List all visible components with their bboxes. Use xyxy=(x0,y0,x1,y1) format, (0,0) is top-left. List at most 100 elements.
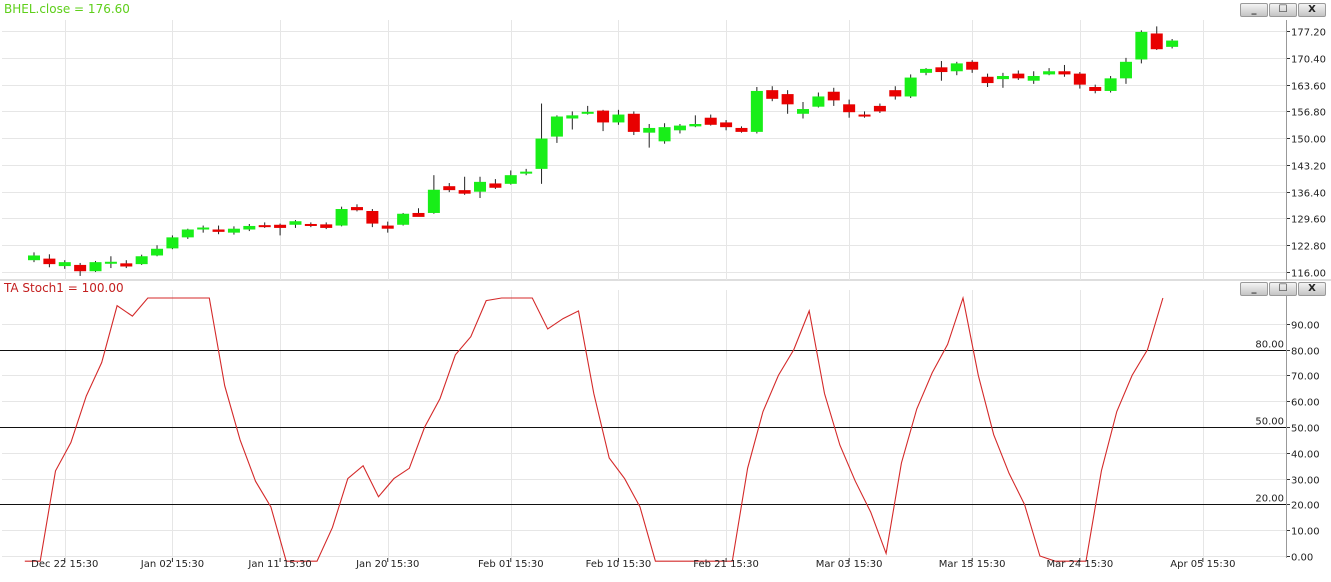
candle xyxy=(1012,70,1025,80)
candle-body xyxy=(212,229,225,232)
stoch-ytick-label: 0.00 xyxy=(1291,553,1313,564)
candle xyxy=(43,254,56,268)
candle-body xyxy=(104,261,117,264)
candle-body xyxy=(258,225,271,228)
candle-body xyxy=(1043,71,1056,75)
candle-body xyxy=(350,207,363,211)
candle xyxy=(735,126,748,133)
candle xyxy=(1073,72,1086,89)
candle xyxy=(1166,38,1179,49)
candle-body xyxy=(135,256,148,265)
candle xyxy=(474,176,487,199)
price-pane-minimize-button[interactable]: _ xyxy=(1240,3,1268,17)
price-ytick-label: 143.20 xyxy=(1291,162,1326,173)
stoch-pane-minimize-button[interactable]: _ xyxy=(1240,282,1268,296)
stoch-ytick-label: 10.00 xyxy=(1291,527,1320,538)
candle xyxy=(981,73,994,88)
stoch-ytick-label: 20.00 xyxy=(1291,501,1320,512)
candle xyxy=(689,115,702,128)
candle-body xyxy=(1027,75,1040,81)
candle-body xyxy=(612,114,625,123)
candle-body xyxy=(43,258,56,265)
price-pane-window-buttons: _ ☐ X xyxy=(1240,3,1326,17)
stoch-line xyxy=(24,295,1164,562)
candle xyxy=(781,90,794,114)
candle-body xyxy=(1104,78,1117,91)
candle xyxy=(104,256,117,269)
candle-body xyxy=(920,68,933,73)
candle-body xyxy=(643,127,656,133)
price-pane-restore-button[interactable]: ☐ xyxy=(1269,3,1297,17)
candle xyxy=(181,228,194,239)
price-pane-close-button[interactable]: X xyxy=(1298,3,1326,17)
stoch-level-label: 20.00 xyxy=(1255,494,1284,505)
price-ytick-label: 122.80 xyxy=(1291,242,1326,253)
candle xyxy=(889,86,902,100)
stoch-ytick-label: 60.00 xyxy=(1291,398,1320,409)
candle-body xyxy=(474,181,487,192)
candle-body xyxy=(443,186,456,191)
candle xyxy=(1119,57,1132,84)
candle xyxy=(627,111,640,136)
candle xyxy=(335,206,348,227)
candle xyxy=(1027,71,1040,84)
x-tick-label: Jan 11 15:30 xyxy=(247,559,311,570)
candle xyxy=(489,179,502,189)
candle-body xyxy=(673,125,686,131)
x-tick-label: Apr 05 15:30 xyxy=(1170,559,1235,570)
price-ytick-label: 170.40 xyxy=(1291,55,1326,66)
candle-body xyxy=(889,90,902,97)
candle-body xyxy=(520,171,533,174)
candle-body xyxy=(412,212,425,217)
candle-body xyxy=(581,111,594,114)
candle-body xyxy=(58,262,71,267)
candle-body xyxy=(950,63,963,72)
candle xyxy=(873,103,886,113)
candle-body xyxy=(781,94,794,105)
candle-body xyxy=(996,75,1009,80)
stoch-level-label: 80.00 xyxy=(1255,340,1284,351)
stoch-pane-restore-button[interactable]: ☐ xyxy=(1269,282,1297,296)
price-ytick-label: 156.80 xyxy=(1291,108,1326,119)
candle-body xyxy=(966,61,979,70)
candle xyxy=(381,221,394,233)
candle xyxy=(58,260,71,269)
stoch-level-label: 50.00 xyxy=(1255,417,1284,428)
price-ytick-label: 177.20 xyxy=(1291,28,1326,39)
candle-body xyxy=(74,264,87,272)
candle xyxy=(935,61,948,81)
price-ytick-label: 150.00 xyxy=(1291,135,1326,146)
stoch-pane-close-button[interactable]: X xyxy=(1298,282,1326,296)
candle-body xyxy=(704,117,717,125)
candle-body xyxy=(1150,33,1163,50)
candle xyxy=(197,225,210,233)
candle xyxy=(1104,75,1117,93)
candle xyxy=(166,235,179,250)
candle xyxy=(243,223,256,232)
candle xyxy=(427,175,440,214)
candle xyxy=(212,225,225,235)
price-pane-title: BHEL.close = 176.60 xyxy=(4,2,130,16)
candle xyxy=(412,208,425,217)
candle-body xyxy=(873,105,886,112)
candle xyxy=(658,123,671,144)
candle-body xyxy=(812,96,825,107)
x-tick-label: Mar 15 15:30 xyxy=(939,559,1006,570)
candle xyxy=(966,60,979,73)
stoch-pane-title: TA Stoch1 = 100.00 xyxy=(4,281,124,295)
candle xyxy=(597,109,610,132)
candle-body xyxy=(381,225,394,229)
stoch-ytick-label: 30.00 xyxy=(1291,476,1320,487)
x-tick-label: Jan 20 15:30 xyxy=(355,559,419,570)
candle xyxy=(566,111,579,130)
candle-body xyxy=(827,91,840,101)
candle-body xyxy=(766,90,779,99)
candle-body xyxy=(735,127,748,132)
stoch-ytick-label: 90.00 xyxy=(1291,321,1320,332)
stoch-ytick-label: 80.00 xyxy=(1291,347,1320,358)
candle-body xyxy=(243,225,256,230)
candle-body xyxy=(366,210,379,224)
candle xyxy=(950,61,963,76)
candle xyxy=(258,222,271,228)
